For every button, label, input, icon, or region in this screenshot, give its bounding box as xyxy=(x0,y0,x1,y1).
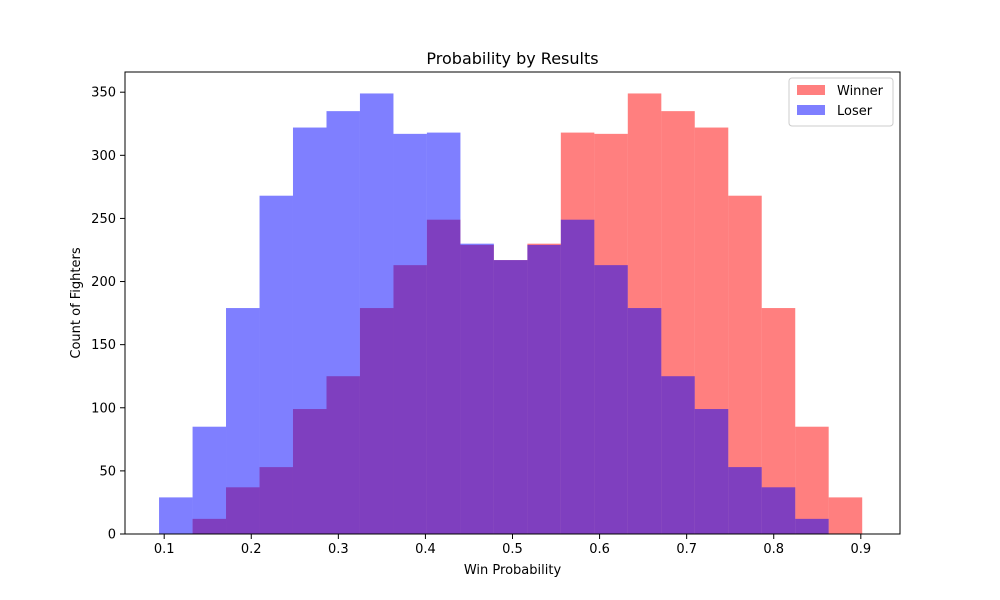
bar-winner-19 xyxy=(828,497,863,534)
bar-loser-4 xyxy=(292,127,327,534)
y-tick-label: 100 xyxy=(91,401,116,416)
bar-loser-11 xyxy=(527,244,561,534)
legend-label-winner: Winner xyxy=(837,84,884,99)
bar-loser-5 xyxy=(326,111,360,534)
y-tick-label: 150 xyxy=(91,338,116,353)
y-tick-label: 300 xyxy=(91,149,116,164)
series-loser xyxy=(159,93,829,535)
legend-swatch-winner xyxy=(797,85,825,95)
bar-loser-2 xyxy=(226,308,260,534)
y-tick-label: 350 xyxy=(91,86,116,101)
x-tick-label: 0.8 xyxy=(763,542,784,557)
bar-loser-13 xyxy=(594,265,628,534)
legend-swatch-loser xyxy=(797,105,825,115)
x-tick-label: 0.1 xyxy=(154,542,175,557)
bar-loser-9 xyxy=(460,243,494,535)
bar-loser-6 xyxy=(359,93,394,534)
y-tick-label: 50 xyxy=(99,464,116,479)
bar-loser-16 xyxy=(694,409,729,534)
chart-title: Probability by Results xyxy=(426,49,598,68)
x-tick-label: 0.4 xyxy=(415,542,436,557)
x-tick-label: 0.9 xyxy=(850,542,871,557)
x-axis-label: Win Probability xyxy=(464,563,562,578)
bar-loser-18 xyxy=(761,487,796,534)
bar-loser-19 xyxy=(795,518,829,534)
bar-loser-7 xyxy=(393,133,427,534)
x-tick-label: 0.5 xyxy=(502,542,523,557)
bar-loser-10 xyxy=(493,260,528,534)
bar-loser-0 xyxy=(159,497,193,534)
x-tick-label: 0.6 xyxy=(589,542,610,557)
bar-winner-18 xyxy=(795,426,829,534)
bar-loser-15 xyxy=(661,376,695,534)
y-tick-label: 0 xyxy=(108,528,116,543)
bar-loser-14 xyxy=(627,308,662,534)
x-axis: 0.1 0.2 0.3 0.4 0.5 0.6 0.7 0.8 0.9 xyxy=(154,534,871,557)
legend-label-loser: Loser xyxy=(837,104,873,119)
x-tick-label: 0.7 xyxy=(676,542,697,557)
bar-loser-3 xyxy=(259,195,293,534)
x-tick-label: 0.2 xyxy=(241,542,262,557)
legend: Winner Loser xyxy=(788,77,894,127)
bar-loser-1 xyxy=(192,426,227,534)
x-tick-label: 0.3 xyxy=(328,542,349,557)
bar-loser-8 xyxy=(426,132,461,535)
bars-layer xyxy=(159,93,863,535)
y-tick-label: 250 xyxy=(91,212,116,227)
bar-loser-17 xyxy=(728,467,762,534)
y-axis-label: Count of Fighters xyxy=(69,247,84,358)
y-axis: 0 50 100 150 200 250 300 350 xyxy=(91,86,125,543)
bar-loser-12 xyxy=(560,219,595,534)
y-tick-label: 200 xyxy=(91,275,116,290)
